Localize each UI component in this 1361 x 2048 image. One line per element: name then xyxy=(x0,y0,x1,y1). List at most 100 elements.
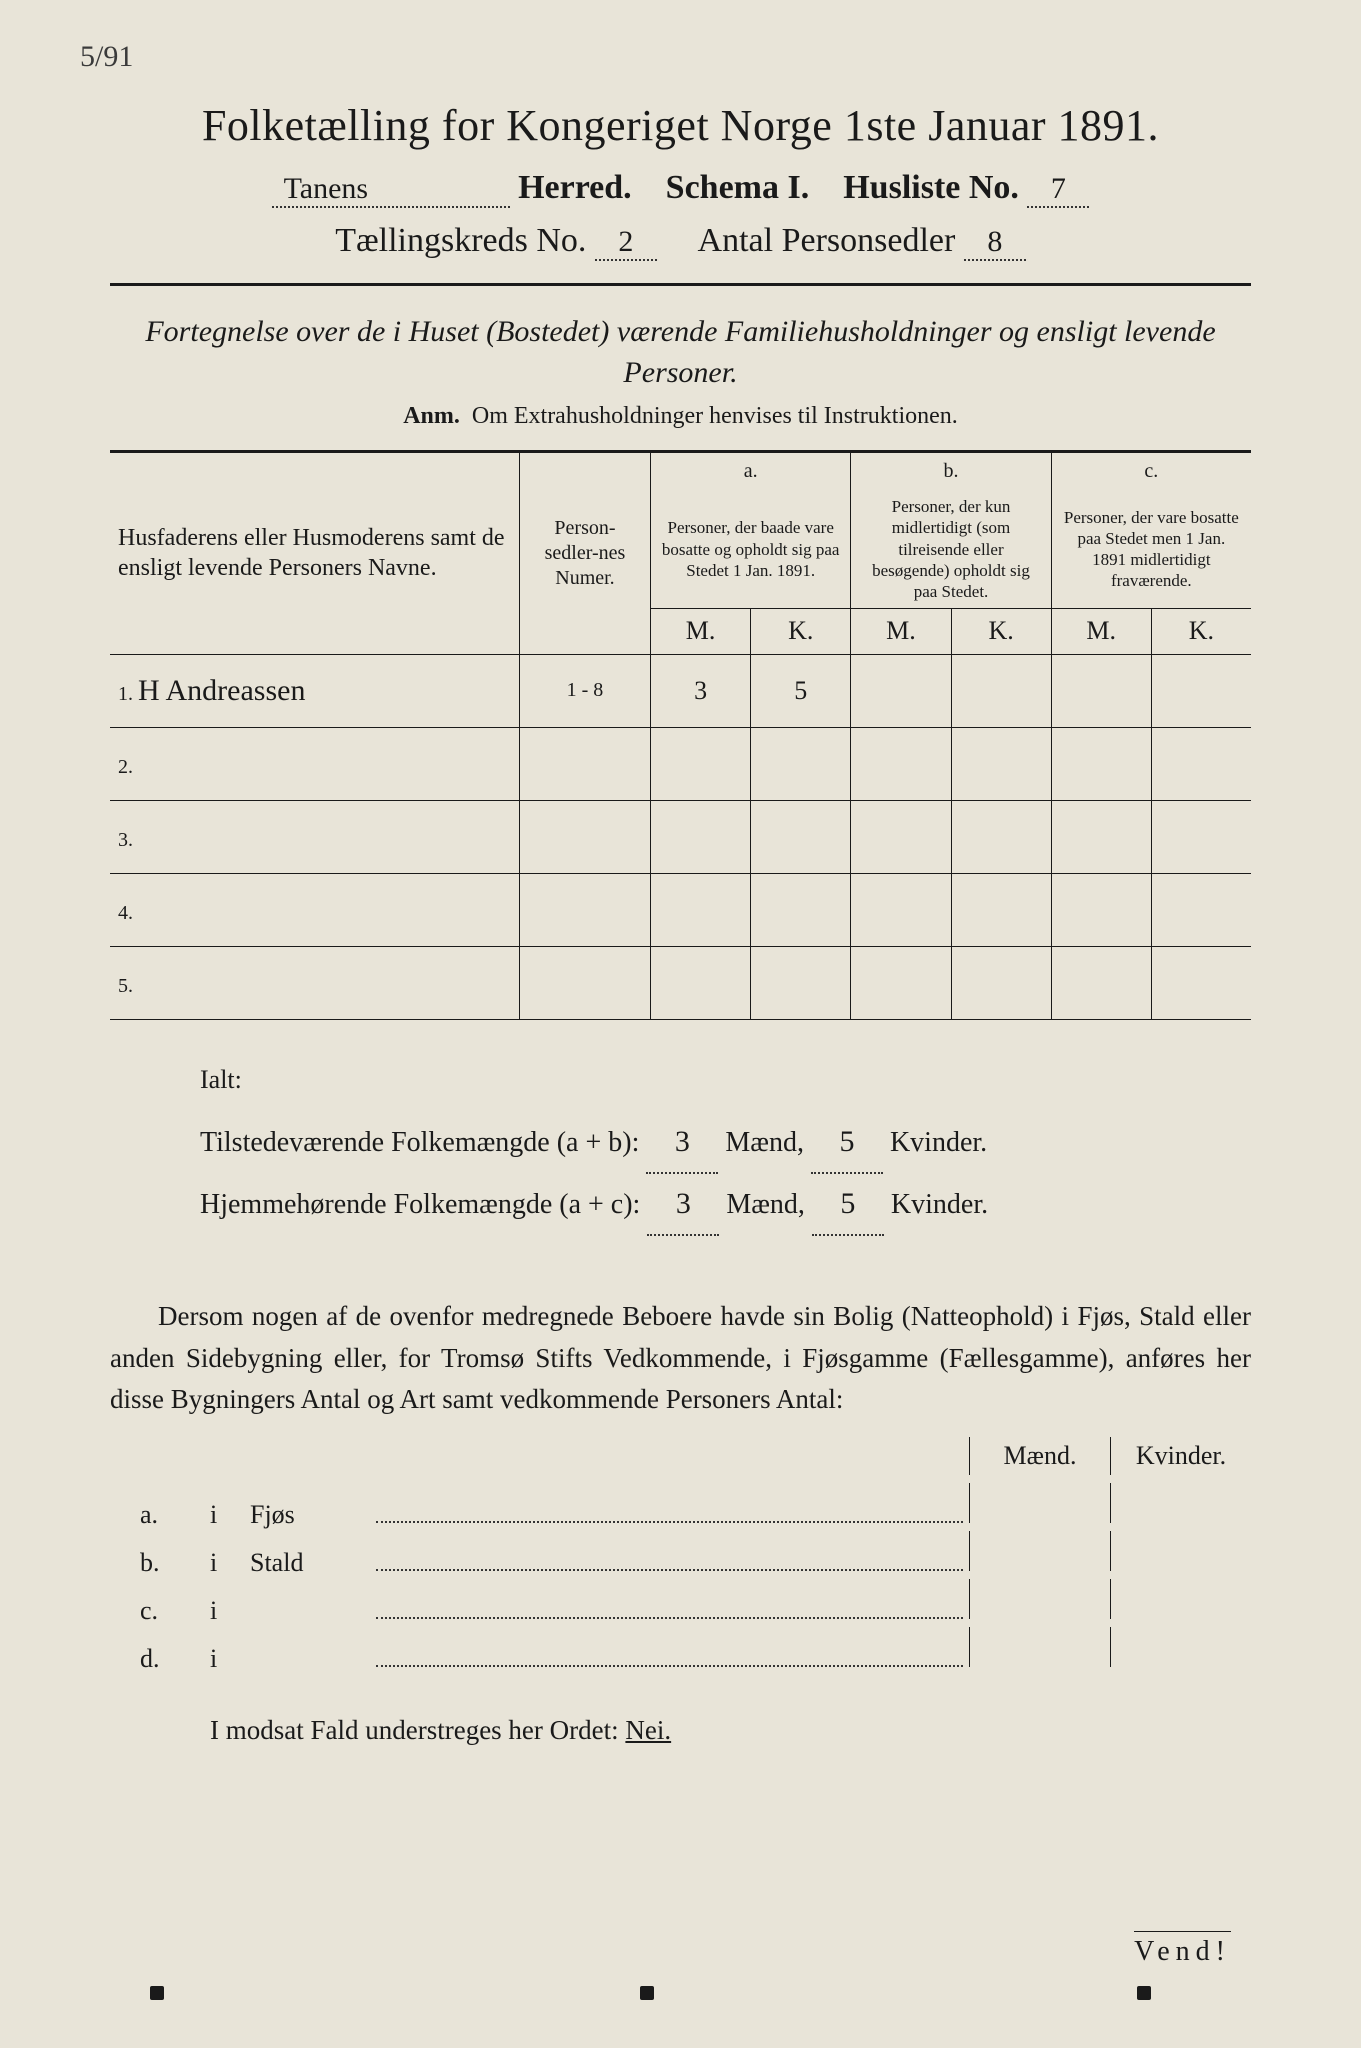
row-c-m xyxy=(1051,873,1151,946)
row-index: 5. xyxy=(110,946,519,1019)
building-row: a.iFjøs xyxy=(110,1483,1251,1531)
nei-line: I modsat Fald understreges her Ordet: Ne… xyxy=(110,1715,1251,1746)
vend-label: Vend! xyxy=(1134,1931,1231,1968)
totals-maend-1: Mænd, xyxy=(725,1127,804,1158)
kreds-field: 2 xyxy=(595,225,657,261)
building-kvinder xyxy=(1110,1627,1251,1667)
nei-pre: I modsat Fald understreges her Ordet: xyxy=(210,1715,625,1745)
totals-l2-k: 5 xyxy=(812,1174,884,1236)
row-c-k xyxy=(1151,654,1251,727)
building-maend xyxy=(969,1531,1110,1571)
table-row: 4. xyxy=(110,873,1251,946)
col-a-top: a. xyxy=(651,452,851,491)
row-b-m xyxy=(851,873,951,946)
herred-field: Tanens xyxy=(272,172,510,208)
col-b-m: M. xyxy=(851,609,951,655)
building-row: d.i xyxy=(110,1627,1251,1675)
row-a-k xyxy=(751,727,851,800)
col-b-header: Personer, der kun midlertidigt (som tilr… xyxy=(851,490,1051,609)
row-b-k xyxy=(951,873,1051,946)
row-b-k xyxy=(951,800,1051,873)
building-kvinder xyxy=(1110,1483,1251,1523)
table-row: 5. xyxy=(110,946,1251,1019)
row-b-k xyxy=(951,654,1051,727)
building-row: c.i xyxy=(110,1579,1251,1627)
census-form-page: 5/91 Folketælling for Kongeriget Norge 1… xyxy=(0,0,1361,2048)
building-label: b. xyxy=(110,1548,210,1578)
table-row: 1. H Andreassen1 - 835 xyxy=(110,654,1251,727)
totals-l1-label: Tilstedeværende Folkemængde (a + b): xyxy=(200,1127,639,1158)
row-c-k xyxy=(1151,946,1251,1019)
row-num xyxy=(519,946,650,1019)
building-maend xyxy=(969,1627,1110,1667)
page-title: Folketælling for Kongeriget Norge 1ste J… xyxy=(110,100,1251,151)
antal-field: 8 xyxy=(964,225,1026,261)
husliste-label: Husliste No. xyxy=(843,169,1019,206)
mk-kvinder: Kvinder. xyxy=(1110,1437,1251,1475)
row-index: 4. xyxy=(110,873,519,946)
col-c-top: c. xyxy=(1051,452,1251,491)
row-a-k xyxy=(751,800,851,873)
row-a-m xyxy=(651,873,751,946)
row-num xyxy=(519,873,650,946)
col-a-k: K. xyxy=(751,609,851,655)
table-row: 3. xyxy=(110,800,1251,873)
mk-column-header: Mænd. Kvinder. xyxy=(110,1437,1251,1475)
row-a-k xyxy=(751,946,851,1019)
building-i: i xyxy=(210,1596,250,1626)
row-b-m xyxy=(851,946,951,1019)
row-name: H Andreassen xyxy=(138,674,305,707)
col-name-header: Husfaderens eller Husmoderens samt de en… xyxy=(110,452,519,655)
col-a-m: M. xyxy=(651,609,751,655)
row-b-k xyxy=(951,727,1051,800)
dotted-line xyxy=(376,1568,963,1571)
row-a-m xyxy=(651,946,751,1019)
totals-maend-2: Mænd, xyxy=(726,1189,805,1220)
row-index: 2. xyxy=(110,727,519,800)
row-a-m xyxy=(651,800,751,873)
row-num: 1 - 8 xyxy=(519,654,650,727)
row-b-m xyxy=(851,727,951,800)
row-a-m xyxy=(651,727,751,800)
building-maend xyxy=(969,1483,1110,1523)
anm-text: Om Extrahusholdninger henvises til Instr… xyxy=(472,403,958,429)
herred-label: Herred. xyxy=(518,169,632,206)
corner-annotation: 5/91 xyxy=(80,40,133,74)
dotted-line xyxy=(376,1664,963,1667)
totals-line-2: Hjemmehørende Folkemængde (a + c): 3 Mæn… xyxy=(200,1174,1251,1236)
schema-label: Schema I. xyxy=(666,169,810,206)
row-c-k xyxy=(1151,873,1251,946)
building-list: a.iFjøsb.iStaldc.id.i xyxy=(110,1483,1251,1675)
table-row: 2. xyxy=(110,727,1251,800)
totals-kvinder-2: Kvinder. xyxy=(891,1189,988,1220)
col-num-header: Person-sedler-nes Numer. xyxy=(519,452,650,655)
col-c-header: Personer, der vare bosatte paa Stedet me… xyxy=(1051,490,1251,609)
building-label: d. xyxy=(110,1644,210,1674)
row-c-m xyxy=(1051,727,1151,800)
dotted-line xyxy=(376,1520,963,1523)
col-c-m: M. xyxy=(1051,609,1151,655)
totals-block: Ialt: Tilstedeværende Folkemængde (a + b… xyxy=(110,1054,1251,1236)
husliste-field: 7 xyxy=(1027,172,1089,208)
totals-l2-label: Hjemmehørende Folkemængde (a + c): xyxy=(200,1189,640,1220)
col-a-header: Personer, der baade vare bosatte og opho… xyxy=(651,490,851,609)
subtitle: Fortegnelse over de i Huset (Bostedet) v… xyxy=(110,312,1251,393)
row-a-k xyxy=(751,873,851,946)
building-i: i xyxy=(210,1548,250,1578)
totals-l1-k: 5 xyxy=(811,1112,883,1174)
row-c-m xyxy=(1051,654,1151,727)
row-b-m xyxy=(851,800,951,873)
col-c-k: K. xyxy=(1151,609,1251,655)
row-index: 1. H Andreassen xyxy=(110,654,519,727)
building-kvinder xyxy=(1110,1531,1251,1571)
totals-line-1: Tilstedeværende Folkemængde (a + b): 3 M… xyxy=(200,1112,1251,1174)
totals-kvinder-1: Kvinder. xyxy=(890,1127,987,1158)
row-index: 3. xyxy=(110,800,519,873)
row-b-m xyxy=(851,654,951,727)
row-a-m: 3 xyxy=(651,654,751,727)
header-line-2: Tællingskreds No. 2 Antal Personsedler 8 xyxy=(110,222,1251,261)
building-row: b.iStald xyxy=(110,1531,1251,1579)
building-kvinder xyxy=(1110,1579,1251,1619)
ialt-label: Ialt: xyxy=(200,1054,1251,1106)
header-line-1: Tanens Herred. Schema I. Husliste No. 7 xyxy=(110,169,1251,208)
